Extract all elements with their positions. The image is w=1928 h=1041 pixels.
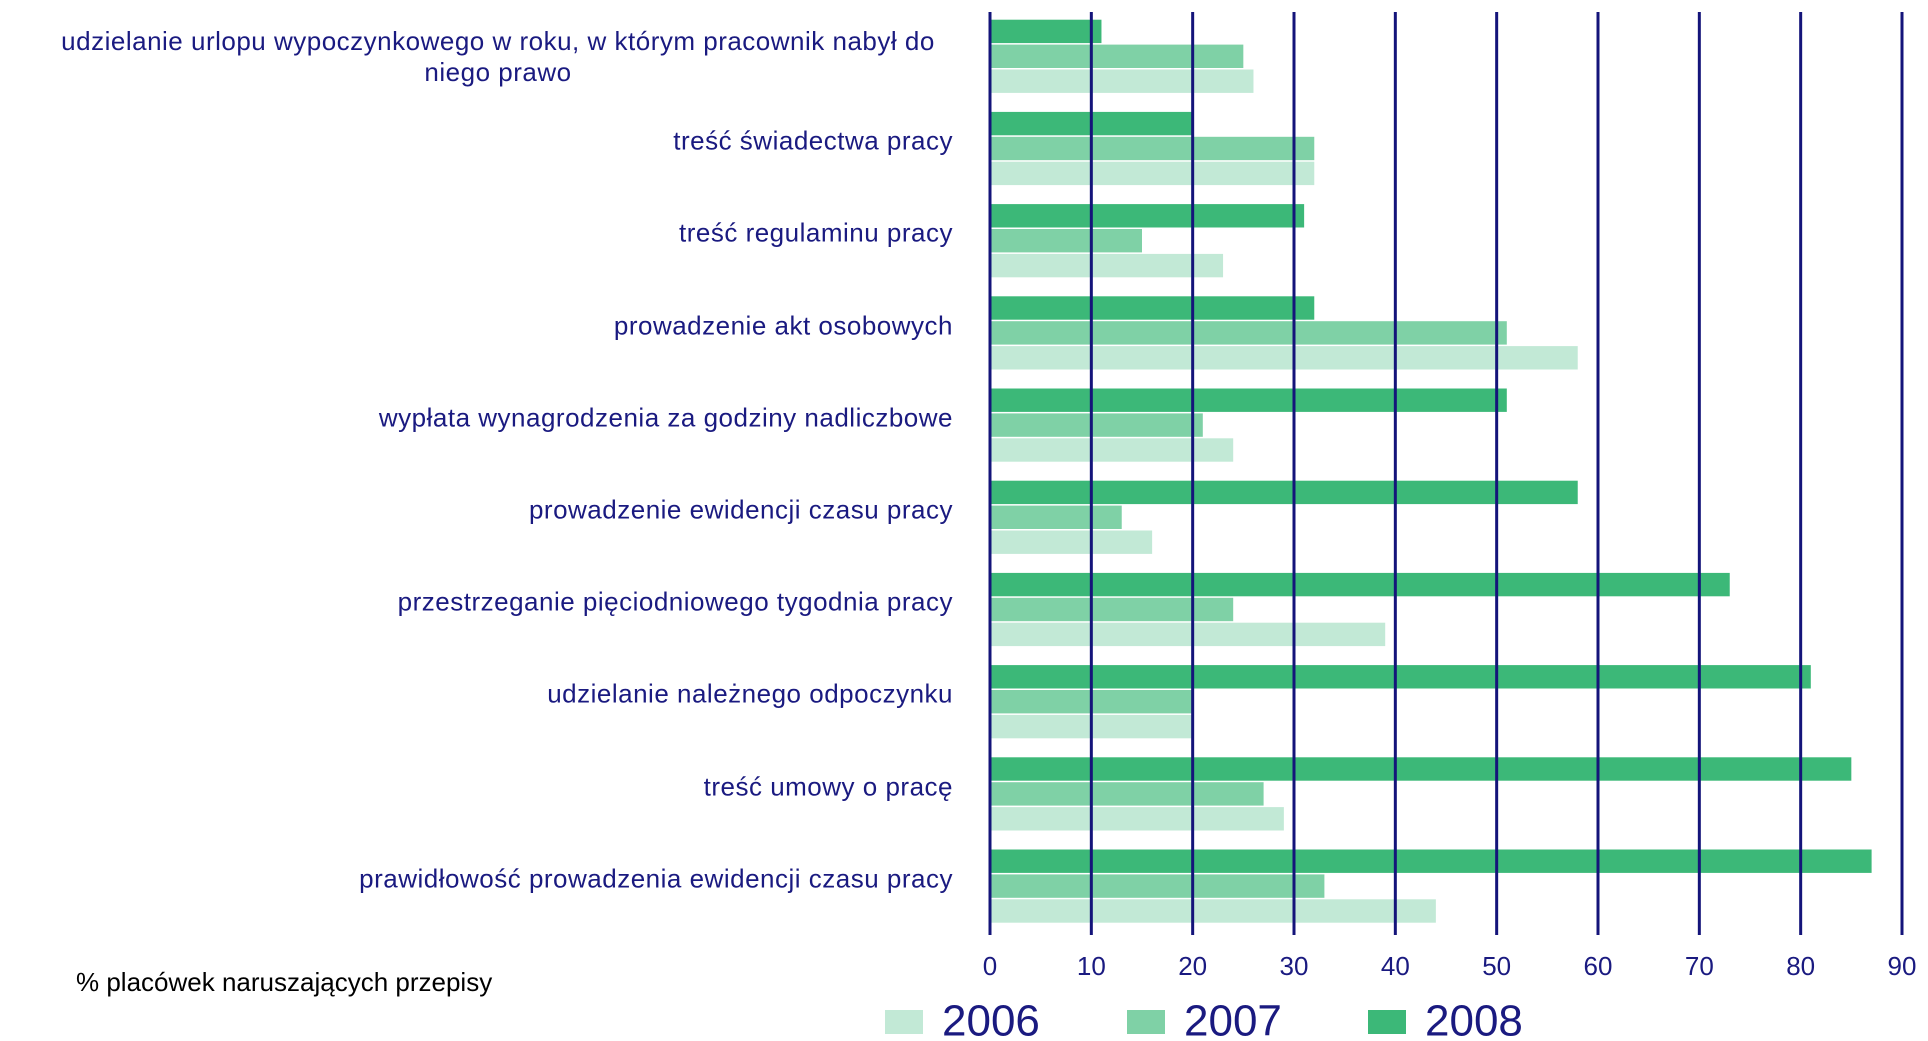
bar [990, 757, 1852, 781]
legend-swatch [885, 1010, 923, 1034]
category-label: prowadzenie akt osobowych [613, 310, 953, 341]
bar [990, 874, 1325, 898]
bar [990, 346, 1578, 370]
category-label: przestrzeganie pięciodniowego tygodnia p… [397, 586, 953, 617]
bar [990, 296, 1315, 320]
category-label: treść świadectwa pracy [673, 125, 953, 156]
bar [990, 253, 1224, 278]
bar [990, 388, 1507, 412]
bar [990, 438, 1234, 462]
x-tick-label: 80 [1786, 951, 1815, 981]
legend-label: 2006 [942, 997, 1040, 1041]
bar [990, 19, 1102, 44]
x-tick-label: 20 [1178, 951, 1207, 981]
bar [990, 229, 1142, 253]
bar [990, 622, 1386, 647]
x-tick-label: 60 [1584, 951, 1613, 981]
bar [990, 480, 1578, 505]
legend-label: 2008 [1425, 997, 1523, 1041]
category-label: udzielanie urlopu wypoczynkowego w roku,… [61, 26, 935, 88]
bar [990, 572, 1730, 597]
bar [990, 44, 1244, 68]
category-label: treść umowy o pracę [703, 771, 953, 802]
bar [990, 899, 1436, 923]
category-label: prawidłowość prowadzenia ewidencji czasu… [359, 863, 953, 894]
bar [990, 204, 1305, 228]
category-label: treść regulaminu pracy [679, 217, 953, 248]
category-label: prowadzenie ewidencji czasu pracy [528, 494, 953, 525]
x-tick-label: 70 [1685, 951, 1714, 981]
bar [990, 597, 1234, 622]
bar [990, 69, 1254, 93]
x-tick-label: 90 [1888, 951, 1917, 981]
bar [990, 321, 1507, 345]
bar [990, 782, 1264, 806]
x-tick-label: 50 [1482, 951, 1511, 981]
x-axis-label: % placówek naruszających przepisy [76, 967, 492, 997]
x-tick-label: 30 [1280, 951, 1309, 981]
bar [990, 161, 1315, 186]
legend-swatch [1127, 1010, 1165, 1034]
category-label: udzielanie należnego odpoczynku [547, 678, 953, 709]
bar [990, 849, 1872, 873]
bar [990, 530, 1153, 554]
legend-swatch [1368, 1010, 1406, 1034]
bar [990, 413, 1203, 437]
x-tick-label: 0 [983, 951, 997, 981]
x-tick-label: 10 [1077, 951, 1106, 981]
category-label: wypłata wynagrodzenia za godziny nadlicz… [378, 402, 953, 433]
legend-label: 2007 [1184, 997, 1282, 1041]
x-tick-label: 40 [1381, 951, 1410, 981]
bar [990, 505, 1122, 529]
bar [990, 665, 1811, 689]
bar [990, 136, 1315, 161]
bar [990, 807, 1284, 831]
